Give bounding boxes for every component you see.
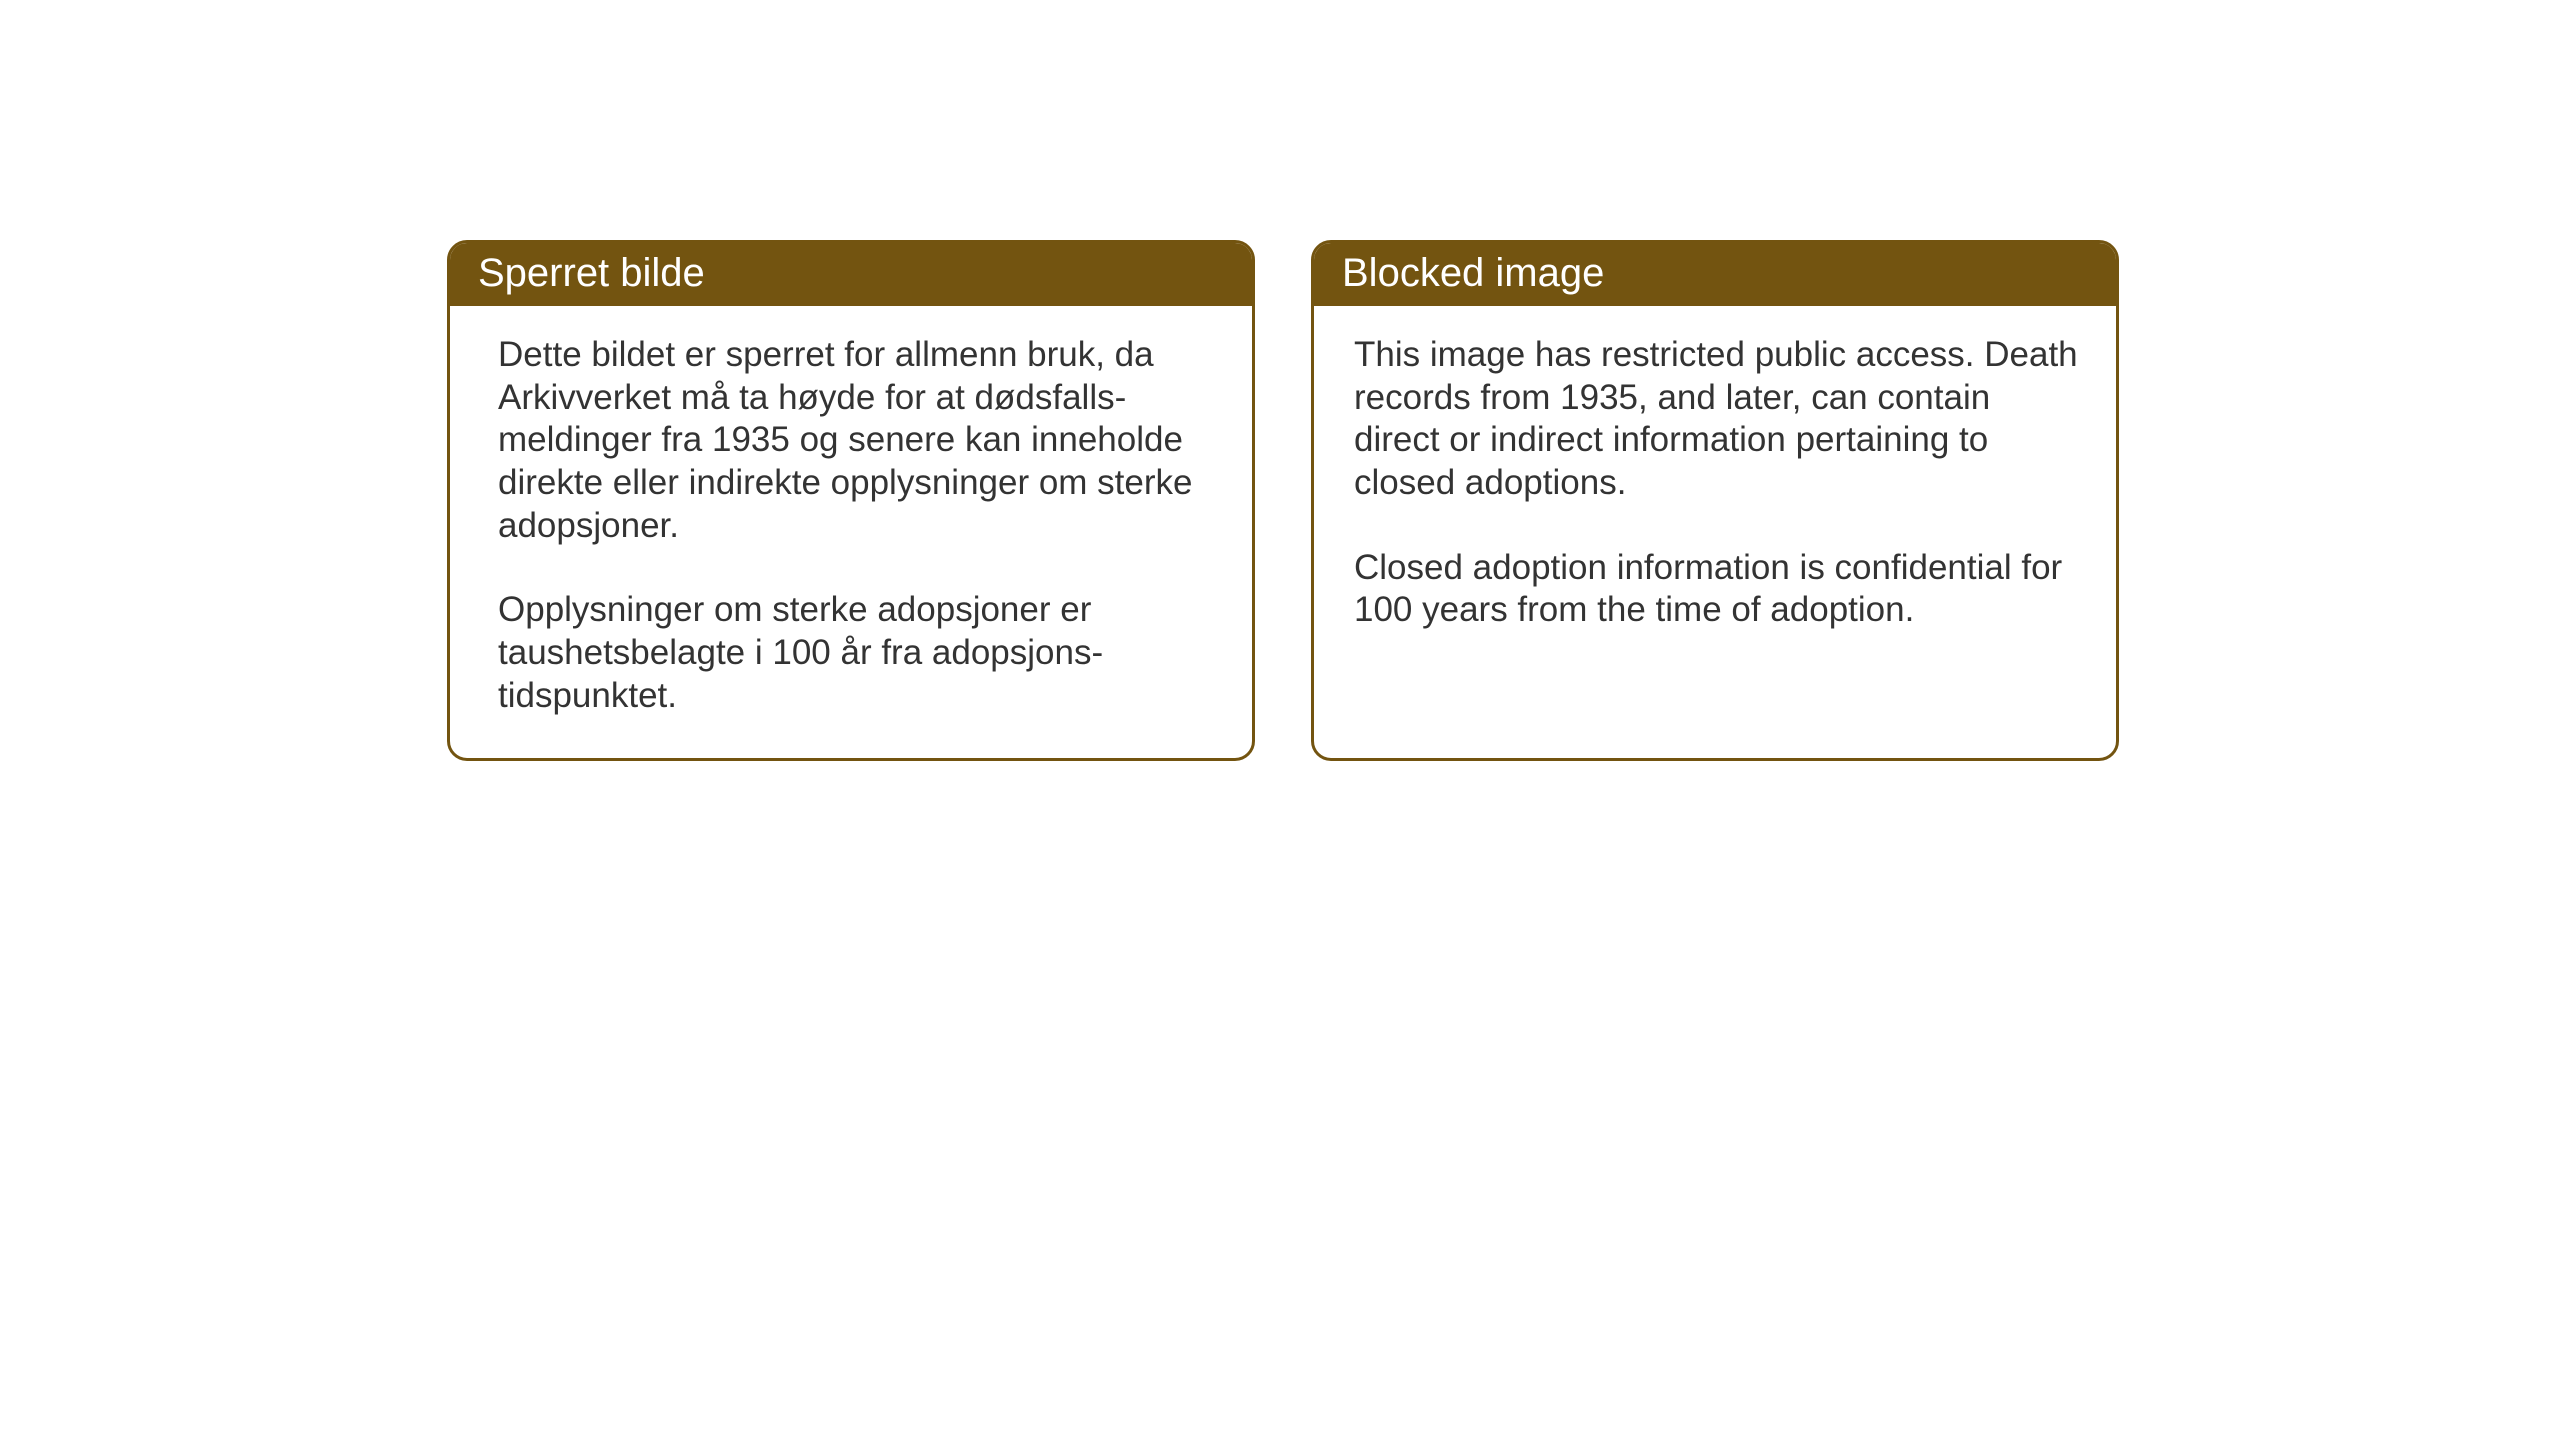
blocked-image-card-norwegian: Sperret bilde Dette bildet er sperret fo… bbox=[447, 240, 1255, 761]
card-body-english: This image has restricted public access.… bbox=[1314, 306, 2116, 672]
blocked-image-card-english: Blocked image This image has restricted … bbox=[1311, 240, 2119, 761]
card-paragraph-1-norwegian: Dette bildet er sperret for allmenn bruk… bbox=[498, 334, 1208, 547]
card-paragraph-1-english: This image has restricted public access.… bbox=[1354, 334, 2081, 505]
cards-container: Sperret bilde Dette bildet er sperret fo… bbox=[447, 240, 2119, 761]
card-paragraph-2-english: Closed adoption information is confident… bbox=[1354, 547, 2081, 632]
card-paragraph-2-norwegian: Opplysninger om sterke adopsjoner er tau… bbox=[498, 589, 1208, 717]
card-header-norwegian: Sperret bilde bbox=[450, 243, 1252, 306]
card-title-english: Blocked image bbox=[1342, 251, 1604, 295]
card-body-norwegian: Dette bildet er sperret for allmenn bruk… bbox=[450, 306, 1252, 758]
card-header-english: Blocked image bbox=[1314, 243, 2116, 306]
card-title-norwegian: Sperret bilde bbox=[478, 251, 705, 295]
